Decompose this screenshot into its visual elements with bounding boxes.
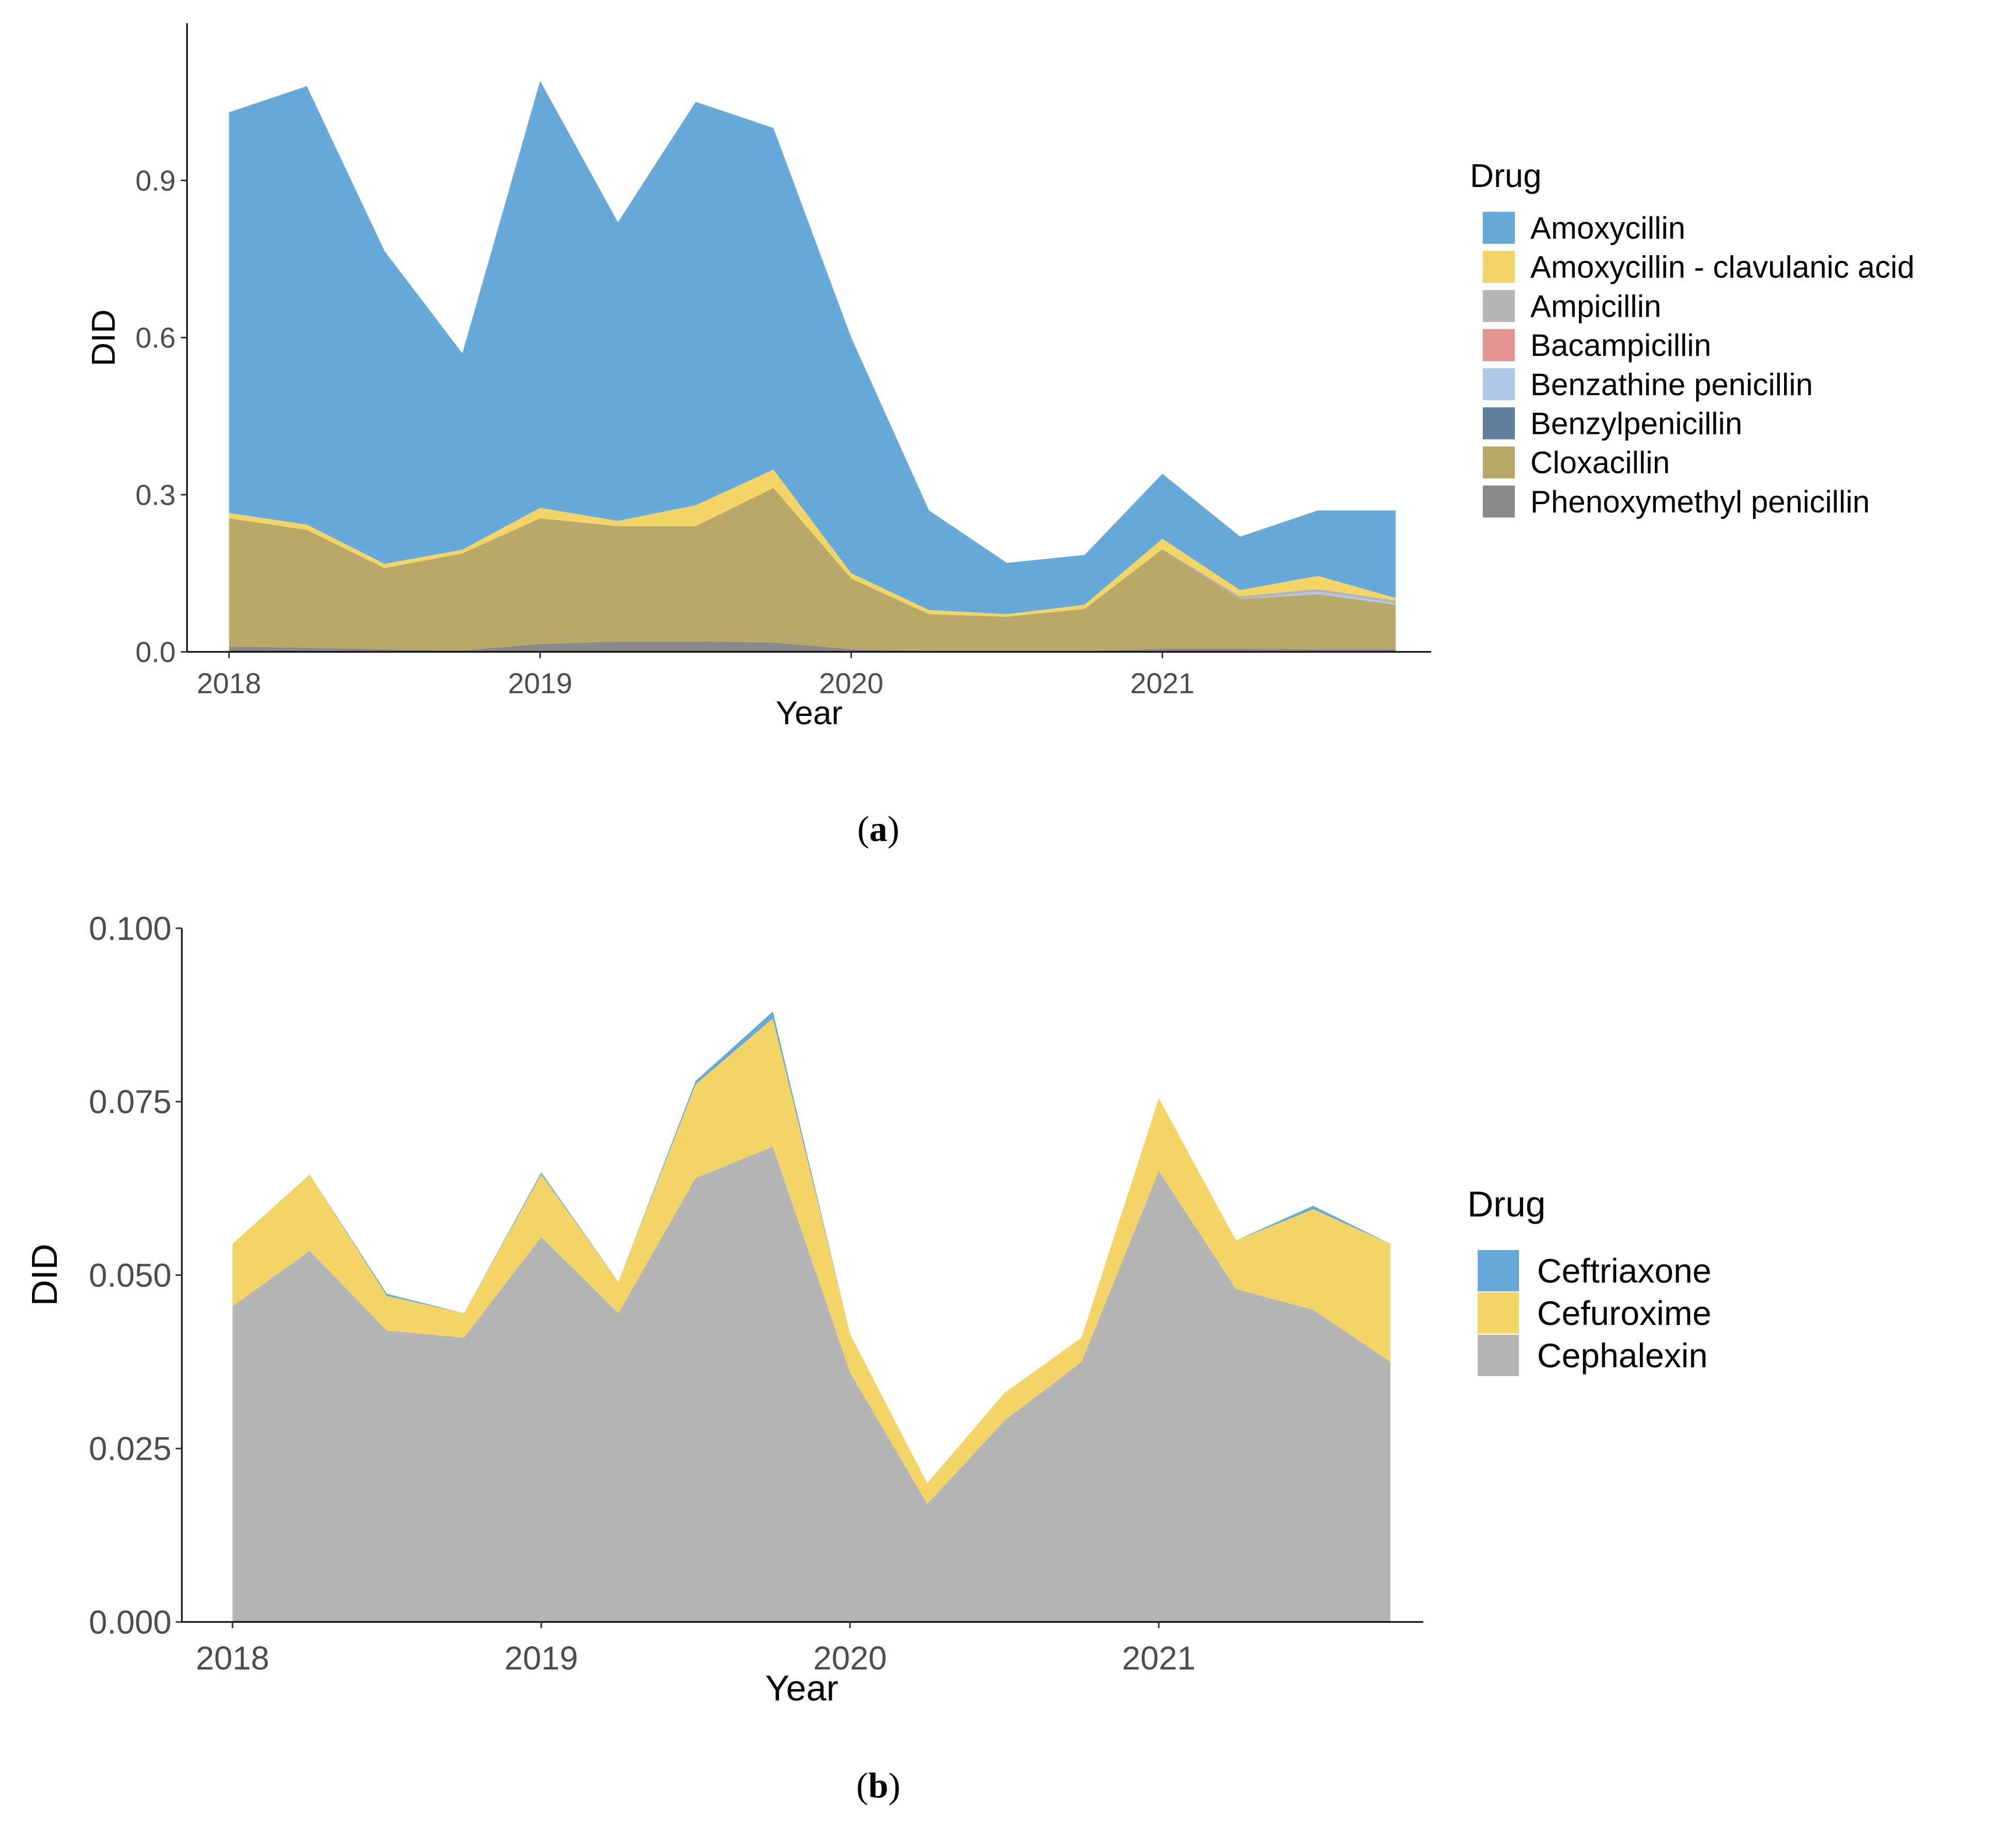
panel-a-area-cloxacillin <box>229 488 1396 651</box>
panel-a-area-phenoxymethyl-penicillin <box>229 641 1396 652</box>
panel-b-legend: Drug Ceftriaxone Cefuroxime Cephalexin <box>1467 1184 1712 1376</box>
panel-b-x-tick-label: 2021 <box>1122 1640 1196 1677</box>
panel-a-y-ticks: 0.0 0.3 0.6 0.9 <box>135 164 187 668</box>
panel-b-y-tick-label: 0.100 <box>89 910 172 947</box>
panel-a-legend-swatch-benzylpenicillin <box>1483 407 1515 440</box>
panel-a-caption: (a) <box>857 809 900 849</box>
panel-b-x-tick-label: 2019 <box>504 1640 578 1677</box>
panel-a-legend-swatch-amoxycillin <box>1483 212 1515 244</box>
panel-b-y-axis-title: DID <box>24 1244 65 1306</box>
panel-b-legend-label-cefuroxime: Cefuroxime <box>1537 1294 1711 1332</box>
panel-a-y-tick-label: 0.9 <box>135 164 176 197</box>
panel-b-legend-label-cephalexin: Cephalexin <box>1537 1336 1708 1375</box>
panel-a-x-tick-label: 2021 <box>1130 667 1195 699</box>
panel-a-x-tick-label: 2018 <box>197 667 261 699</box>
panel-b-legend-swatch-cephalexin <box>1478 1335 1519 1376</box>
panel-b-x-tick-label: 2018 <box>196 1640 269 1677</box>
panel-a-legend-label-amoxycillin: Amoxycillin <box>1530 211 1685 245</box>
panel-a-x-axis-title: Year <box>776 694 842 731</box>
panel-a-legend-swatch-cloxacillin <box>1483 446 1515 479</box>
panel-a-legend-label-bacampicillin: Bacampicillin <box>1530 328 1711 363</box>
panel-a-legend-swatch-amoxycillin-clavulanic-acid <box>1483 251 1515 283</box>
panel-a-x-tick-label: 2019 <box>508 667 572 699</box>
panel-a-x-ticks: 2018 2019 2020 2021 <box>197 652 1195 699</box>
panel-a-chart: 0.0 0.3 0.6 0.9 2018 2019 2020 2021 Year DID D… <box>85 23 1915 849</box>
panel-a-legend: Drug Amoxycillin Amoxycillin - clavulanic… <box>1470 157 1915 519</box>
panel-b-x-tick-label: 2020 <box>813 1640 887 1677</box>
panel-a-area-amoxycillin-clavulanic-acid <box>229 470 1396 617</box>
panel-a-y-tick-label: 0.0 <box>135 636 176 668</box>
panel-a-area-amoxycillin <box>229 81 1396 614</box>
panel-a-legend-label-benzylpenicillin: Benzylpenicillin <box>1530 407 1742 441</box>
panel-a-legend-label-phenoxymethyl-penicillin: Phenoxymethyl penicillin <box>1530 485 1870 519</box>
panel-b-x-ticks: 2018 2019 2020 2021 <box>196 1622 1196 1677</box>
panel-a-y-tick-label: 0.3 <box>135 478 176 511</box>
panel-a-legend-label-amoxycillin-clavulanic-acid: Amoxycillin - clavulanic acid <box>1530 250 1915 285</box>
panel-b-y-tick-label: 0.050 <box>89 1257 172 1294</box>
panel-a-legend-swatch-bacampicillin <box>1483 329 1515 362</box>
panel-b-legend-label-ceftriaxone: Ceftriaxone <box>1537 1252 1712 1290</box>
panel-b-y-tick-label: 0.075 <box>89 1083 172 1120</box>
panel-a-legend-title: Drug <box>1470 157 1542 194</box>
panel-a-legend-swatch-phenoxymethyl-penicillin <box>1483 485 1515 518</box>
panel-a-legend-swatch-benzathine-penicillin <box>1483 368 1515 400</box>
panel-b-areas <box>232 1011 1391 1622</box>
panel-a-legend-label-cloxacillin: Cloxacillin <box>1530 445 1670 480</box>
panel-b-y-ticks: 0.000 0.025 0.050 0.075 0.100 <box>89 910 182 1641</box>
panel-a-legend-label-benzathine-penicillin: Benzathine penicillin <box>1530 367 1813 402</box>
panel-b-y-tick-label: 0.000 <box>89 1603 172 1641</box>
panel-b-legend-title: Drug <box>1467 1184 1546 1224</box>
panel-b-caption: (b) <box>856 1766 901 1806</box>
panel-b-legend-swatch-cefuroxime <box>1478 1292 1519 1334</box>
panel-a-legend-swatch-ampicillin <box>1483 290 1515 322</box>
panel-a-legend-label-ampicillin: Ampicillin <box>1530 289 1661 323</box>
panel-b-area-cephalexin <box>232 1147 1391 1622</box>
panel-a-y-axis-title: DID <box>85 309 122 366</box>
panel-a-y-tick-label: 0.6 <box>135 321 176 354</box>
panel-b-x-axis-title: Year <box>765 1668 838 1708</box>
panel-a-x-tick-label: 2020 <box>819 667 883 699</box>
panel-b-y-tick-label: 0.025 <box>89 1430 172 1468</box>
panel-b-legend-swatch-ceftriaxone <box>1478 1250 1519 1291</box>
panel-a-areas <box>229 81 1396 652</box>
